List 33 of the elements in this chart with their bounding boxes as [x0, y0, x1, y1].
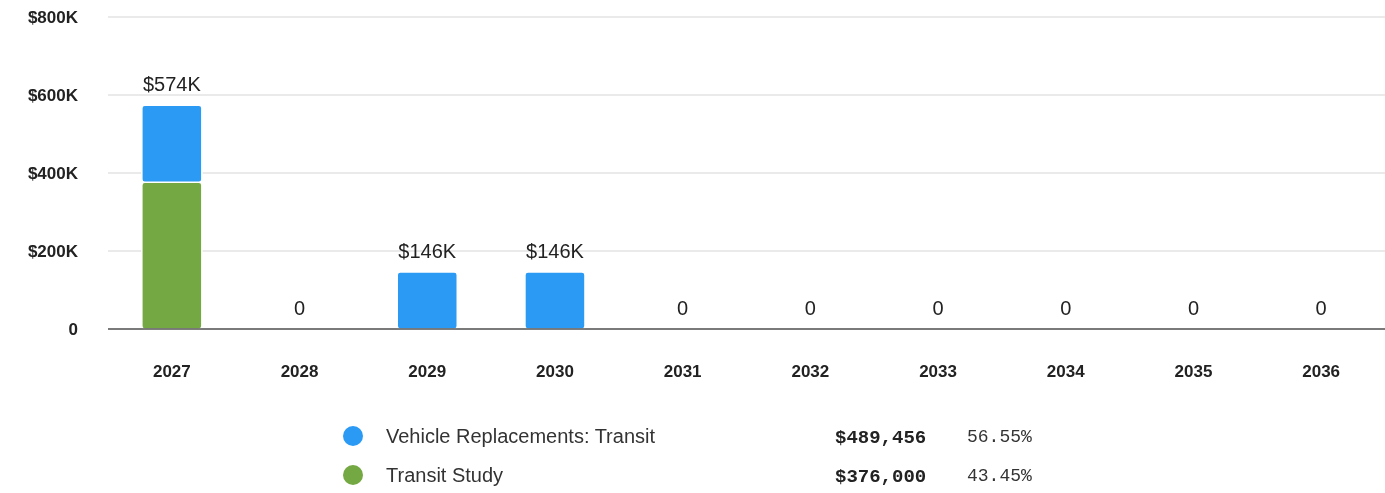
x-tick-label: 2027: [152, 362, 191, 381]
total-label: 0: [677, 297, 689, 319]
x-tick-label: 2036: [1302, 362, 1341, 381]
x-tick-label: 2031: [663, 362, 702, 381]
bar: [396, 271, 459, 330]
x-tick-label: 2032: [791, 362, 830, 381]
x-tick-label: 2029: [408, 362, 447, 381]
y-tick-label: $600K: [27, 85, 79, 105]
y-tick-label: $200K: [27, 241, 79, 261]
text: $489,456: [835, 426, 927, 449]
total-label: 0: [1315, 297, 1327, 319]
total-label: 0: [804, 297, 816, 319]
x-tick-label: 2033: [919, 362, 957, 381]
text: $376,000: [835, 465, 927, 488]
total-label: 0: [1187, 297, 1200, 319]
x-tick-label: 2030: [536, 362, 574, 381]
x-tick-label: 2035: [1174, 362, 1213, 381]
total-label: $574K: [142, 73, 202, 96]
total-label: $146K: [526, 240, 585, 263]
total-label: $146K: [398, 240, 457, 263]
total-label: 0: [932, 297, 944, 319]
text: 56.55%: [967, 427, 1033, 448]
x-tick-label: 2034: [1046, 362, 1086, 381]
total-label: 0: [293, 297, 306, 319]
text: 43.45%: [967, 466, 1033, 487]
y-tick-label: $400K: [27, 163, 79, 183]
y-tick-label: 0: [68, 319, 78, 339]
bar: [524, 271, 586, 330]
legend-label: Transit Study: [386, 464, 504, 486]
legend-label: Vehicle Replacements: Transit: [386, 425, 656, 447]
total-label: 0: [1060, 297, 1072, 319]
x-tick-label: 2028: [280, 362, 319, 381]
y-tick-label: $800K: [27, 7, 79, 27]
